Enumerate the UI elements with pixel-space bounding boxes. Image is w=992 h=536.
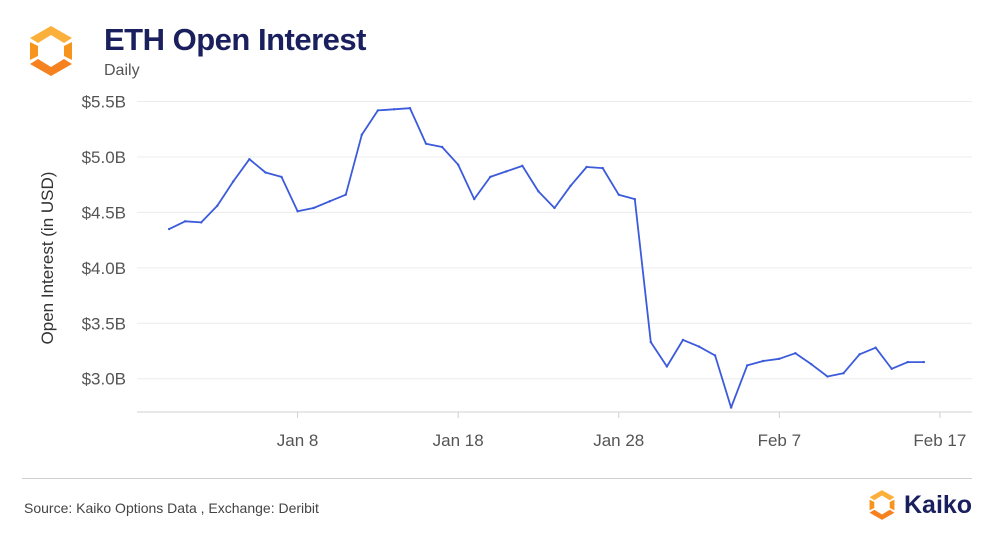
data-point <box>585 165 588 169</box>
x-tick-label: Jan 8 <box>277 431 319 450</box>
data-point <box>312 206 315 210</box>
data-point <box>328 200 331 203</box>
y-tick-label: $4.0B <box>82 259 126 278</box>
y-tick-label: $3.5B <box>82 314 126 333</box>
footer-divider <box>22 478 972 479</box>
x-tick-label: Jan 18 <box>433 431 484 450</box>
y-tick-label: $3.0B <box>82 370 126 389</box>
data-point <box>232 180 235 183</box>
data-point <box>858 353 861 356</box>
x-tick-label: Feb 17 <box>913 431 966 450</box>
data-point <box>296 210 299 213</box>
data-point <box>794 352 797 355</box>
y-tick-label: $5.0B <box>82 148 126 167</box>
data-point <box>665 365 669 368</box>
data-point <box>745 364 749 367</box>
data-point <box>633 197 636 201</box>
x-axis: Jan 8 Jan 18 Jan 28 Feb 7 Feb 17 <box>137 411 972 450</box>
data-point <box>167 227 171 231</box>
data-point <box>521 164 524 168</box>
data-point <box>183 220 187 223</box>
data-point <box>778 357 781 360</box>
data-point <box>713 354 717 357</box>
data-point <box>842 371 845 375</box>
data-point <box>424 142 428 145</box>
series-layer <box>167 106 926 409</box>
data-point <box>810 363 813 366</box>
data-point <box>601 166 604 170</box>
data-point <box>248 158 251 161</box>
data-point <box>826 375 829 378</box>
data-point <box>440 145 444 149</box>
data-point <box>280 175 283 179</box>
data-point <box>729 406 733 409</box>
brand-name: Kaiko <box>904 490 973 519</box>
data-point <box>890 367 893 370</box>
footer-brand: Kaiko <box>866 488 972 522</box>
x-tick-label: Feb 7 <box>758 431 801 450</box>
data-point <box>874 346 877 349</box>
line-chart: $3.0B$3.5B$4.0B$4.5B$5.0B$5.5B Jan 8 Jan … <box>82 93 972 450</box>
kaiko-logo-icon <box>30 26 72 76</box>
data-point <box>489 175 492 179</box>
data-point <box>264 171 267 174</box>
data-point <box>649 340 653 344</box>
data-point <box>408 106 412 110</box>
x-tick-label: Jan 28 <box>593 431 644 450</box>
data-point <box>537 190 540 193</box>
data-point <box>376 109 380 112</box>
kaiko-brand-icon <box>869 490 895 520</box>
chart-title: ETH Open Interest <box>104 22 366 57</box>
data-point <box>344 193 347 196</box>
gridlines <box>137 101 972 380</box>
data-point <box>216 204 219 207</box>
data-point <box>922 360 926 364</box>
y-tick-label: $5.5B <box>82 93 126 112</box>
y-tick-label: $4.5B <box>82 203 126 222</box>
data-point <box>473 197 476 201</box>
data-point <box>569 184 572 188</box>
data-point <box>681 338 685 342</box>
chart-subtitle: Daily <box>104 62 140 79</box>
data-point <box>553 206 556 210</box>
data-point <box>360 133 364 137</box>
data-point <box>762 359 765 363</box>
data-point <box>505 170 508 173</box>
data-point <box>906 360 909 364</box>
source-note: Source: Kaiko Options Data , Exchange: D… <box>24 500 319 516</box>
data-point <box>392 108 396 111</box>
data-point <box>200 221 203 224</box>
data-point <box>697 345 701 348</box>
y-axis-ticks: $3.0B $3.5B $4.0B $4.5B $5.0B $5.5B <box>82 93 126 389</box>
series-line <box>168 107 924 409</box>
data-point <box>617 193 620 196</box>
data-point <box>456 163 460 166</box>
